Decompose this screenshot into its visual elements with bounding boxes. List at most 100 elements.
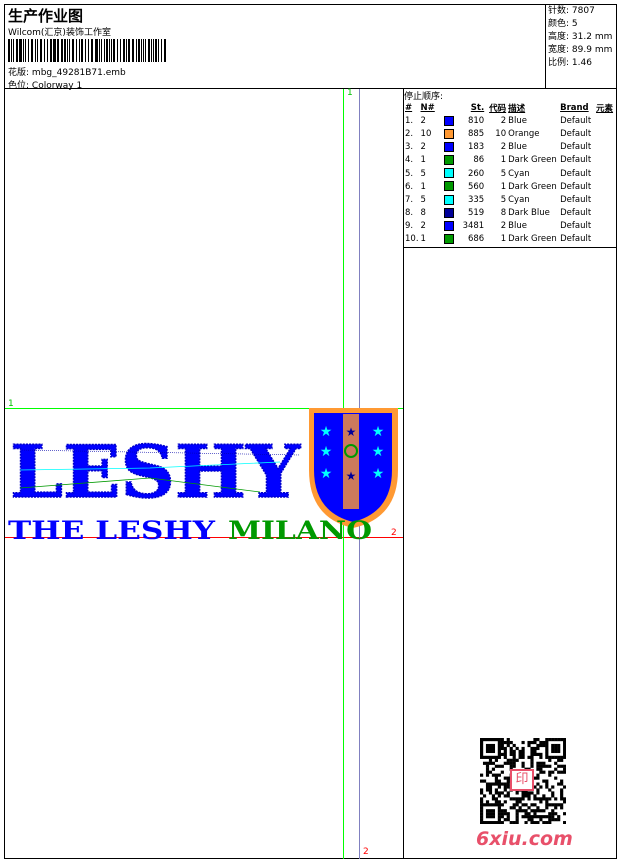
column-header: 描述 <box>508 103 526 114</box>
stitches: 810 <box>467 115 485 126</box>
svg-text:★: ★ <box>320 424 333 440</box>
stop-number: 4. <box>405 155 414 166</box>
table-row: 10. 1 686 1 Dark Green Default <box>404 233 617 246</box>
description: Blue <box>508 115 527 126</box>
stop-number: 10. <box>405 234 419 245</box>
design-text-leshy: LESHY <box>10 429 302 514</box>
description: Dark Green <box>508 155 557 166</box>
stop-sequence-title: 停止顺序: <box>404 92 444 102</box>
column-header: Brand <box>560 102 589 113</box>
stitches: 686 <box>467 234 485 245</box>
color-swatch <box>443 220 459 233</box>
brand: Default <box>560 128 592 139</box>
code: 5 <box>500 168 507 179</box>
color-swatch <box>443 167 459 180</box>
color-swatch <box>443 127 459 140</box>
guide-label: 2 <box>363 847 369 857</box>
needle: 2 <box>420 115 426 126</box>
stitches: 885 <box>467 128 485 139</box>
stitches: 335 <box>467 194 485 205</box>
company-name: Wilcom(汇京)装饰工作室 <box>8 28 111 38</box>
svg-text:★: ★ <box>320 444 333 460</box>
brand: Default <box>560 194 592 205</box>
info-height: 高度: 31.2 mm <box>548 32 613 42</box>
guide-line-horizontal-1 <box>5 408 403 409</box>
guide-label: 1 <box>8 399 14 409</box>
svg-text:★: ★ <box>372 444 385 460</box>
info-stitches: 针数: 7807 <box>548 6 595 16</box>
stitches: 86 <box>473 155 485 166</box>
column-header: 代码 <box>489 103 507 114</box>
column-header: # <box>405 102 413 113</box>
column-header: N# <box>420 102 435 113</box>
barcode <box>8 39 168 62</box>
stop-sequence-panel: 停止顺序: # N# St. 代码 描述 Brand 元素 1. 2 810 2 Blue Defau… <box>404 89 617 248</box>
stop-number: 1. <box>405 115 414 126</box>
description: Dark Green <box>508 181 557 192</box>
code: 10 <box>495 128 507 139</box>
code: 2 <box>500 221 507 232</box>
design-text-milano: MILANO <box>228 516 372 545</box>
code: 1 <box>500 155 507 166</box>
color-swatch <box>443 233 459 246</box>
color-swatch <box>443 114 459 127</box>
stitches: 519 <box>467 208 485 219</box>
star-icon: ★ <box>346 425 357 439</box>
stitches: 183 <box>467 142 485 153</box>
design-text-the-leshy: THE LESHY <box>8 516 216 545</box>
table-row: 6. 1 560 1 Dark Green Default <box>404 180 617 193</box>
needle: 5 <box>420 194 426 205</box>
table-row: 3. 2 183 2 Blue Default <box>404 141 617 154</box>
brand: Default <box>560 155 592 166</box>
svg-text:★: ★ <box>372 424 385 440</box>
brand: Default <box>560 115 592 126</box>
brand: Default <box>560 234 592 245</box>
brand: Default <box>560 181 592 192</box>
colorway-label: 色位: <box>8 81 30 91</box>
table-row: 7. 5 335 5 Cyan Default <box>404 193 617 206</box>
needle: 1 <box>420 181 426 192</box>
color-swatch <box>443 180 459 193</box>
column-header: St. <box>470 102 485 113</box>
page-frame <box>4 4 617 859</box>
table-row: 9. 2 3481 2 Blue Default <box>404 220 617 233</box>
info-scale: 比例: 1.46 <box>548 58 592 68</box>
design-file: 花版: mbg_49281B71.emb <box>8 65 126 78</box>
stop-number: 2. <box>405 128 414 139</box>
description: Cyan <box>508 194 530 205</box>
color-swatch <box>443 154 459 167</box>
description: Dark Blue <box>508 208 550 219</box>
description: Blue <box>508 142 527 153</box>
needle: 5 <box>420 168 426 179</box>
colorway: 色位: Colorway 1 <box>8 78 82 91</box>
colorway-value: Colorway 1 <box>31 81 83 91</box>
needle: 10 <box>420 128 432 139</box>
stamp-logo: 印 <box>510 769 534 791</box>
brand: Default <box>560 208 592 219</box>
description: Dark Green <box>508 234 557 245</box>
stitches: 3481 <box>462 221 485 232</box>
brand: Default <box>560 168 592 179</box>
needle: 1 <box>420 155 426 166</box>
brand: Default <box>560 142 592 153</box>
description: Orange <box>508 128 540 139</box>
needle: 1 <box>420 234 426 245</box>
color-swatch <box>443 193 459 206</box>
star-icon: ★ <box>346 469 357 483</box>
svg-text:★: ★ <box>372 466 385 482</box>
table-row: 2. 10 885 10 Orange Default <box>404 127 617 140</box>
code: 2 <box>500 142 507 153</box>
description: Cyan <box>508 168 530 179</box>
brand: Default <box>560 221 592 232</box>
stop-number: 5. <box>405 168 414 179</box>
column-header: 元素 <box>596 103 614 114</box>
stop-number: 6. <box>405 181 414 192</box>
page-title: 生产作业图 <box>8 7 84 25</box>
stop-number: 7. <box>405 194 414 205</box>
table-row: 1. 2 810 2 Blue Default <box>404 114 617 127</box>
stop-sequence-table: # N# St. 代码 描述 Brand 元素 1. 2 810 2 Blue Default 2. 10… <box>404 101 617 246</box>
guide-label: 2 <box>391 528 397 538</box>
watermark-logo: 6xiu.com <box>476 828 573 850</box>
code: 5 <box>500 194 507 205</box>
guide-line-horizontal-2 <box>5 537 403 538</box>
